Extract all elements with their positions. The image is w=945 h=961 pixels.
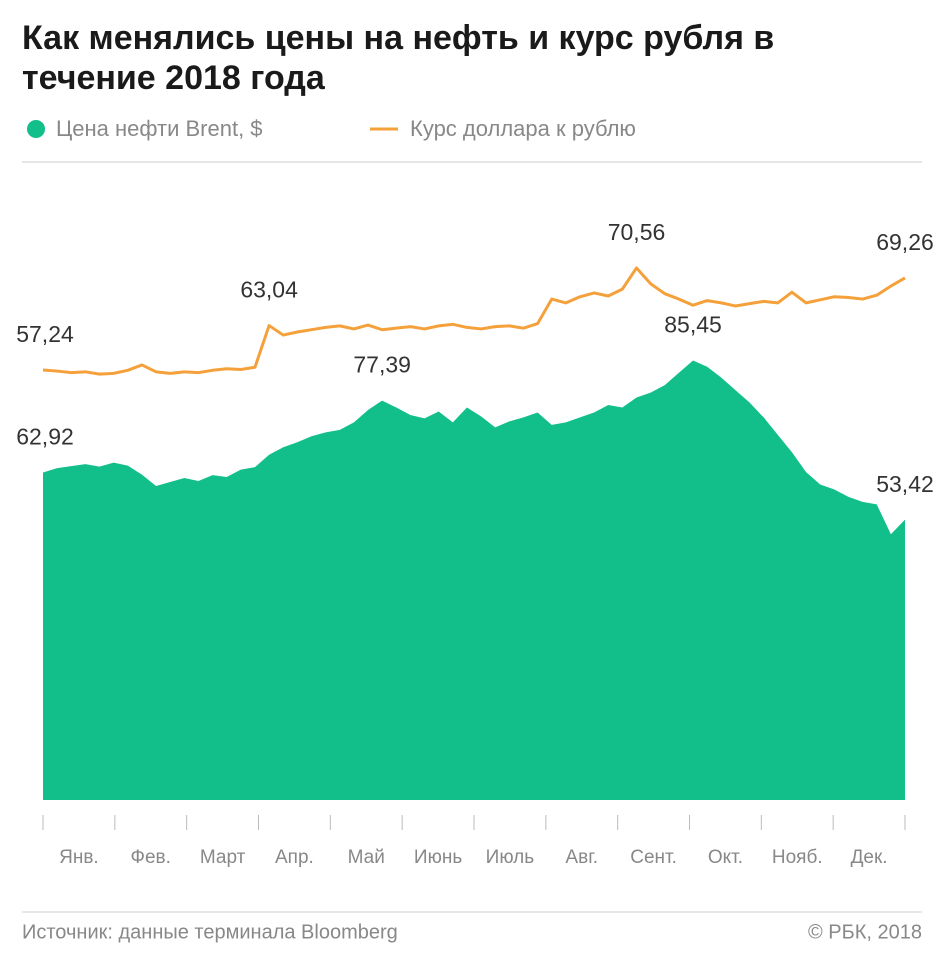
data-label: 85,45	[664, 312, 722, 338]
legend-label: Цена нефти Brent, $	[56, 116, 263, 141]
x-tick-label: Нояб.	[772, 847, 823, 868]
legend-label: Курс доллара к рублю	[410, 116, 636, 141]
data-label: 63,04	[240, 277, 298, 303]
data-label: 53,42	[876, 471, 934, 497]
x-tick-label: Сент.	[630, 847, 677, 868]
data-label: 77,39	[353, 352, 411, 378]
data-label: 62,92	[16, 424, 74, 450]
data-label: 69,26	[876, 229, 934, 255]
x-tick-label: Июнь	[414, 847, 462, 868]
x-tick-label: Апр.	[275, 847, 314, 868]
x-tick-label: Март	[200, 847, 246, 868]
x-tick-label: Окт.	[708, 847, 743, 868]
data-label: 57,24	[16, 321, 74, 347]
x-tick-label: Авг.	[565, 847, 598, 868]
x-tick-label: Май	[348, 847, 385, 868]
x-tick-label: Фев.	[131, 847, 171, 868]
legend-swatch	[27, 120, 45, 138]
source: Источник: данные терминала Bloomberg	[22, 921, 398, 943]
copyright: © РБК, 2018	[808, 921, 922, 943]
oil-area	[43, 360, 905, 800]
chart-title: Как менялись цены на нефть и курс рубля …	[22, 19, 775, 97]
rate-line	[42, 266, 906, 376]
x-tick-label: Янв.	[59, 847, 99, 868]
x-tick-label: Дек.	[851, 847, 888, 868]
x-tick-label: Июль	[486, 847, 535, 868]
data-label: 70,56	[608, 219, 666, 245]
